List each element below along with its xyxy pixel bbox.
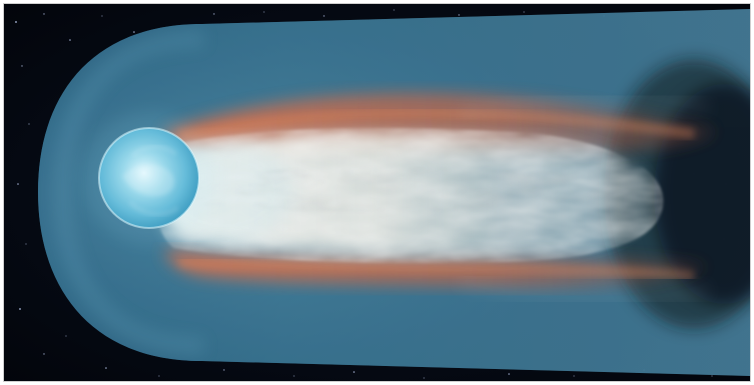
comet-illustration (4, 4, 750, 381)
core-tail (154, 127, 664, 264)
comet-nucleus (83, 112, 215, 244)
tail-mist (456, 91, 710, 306)
image-frame (3, 3, 751, 382)
